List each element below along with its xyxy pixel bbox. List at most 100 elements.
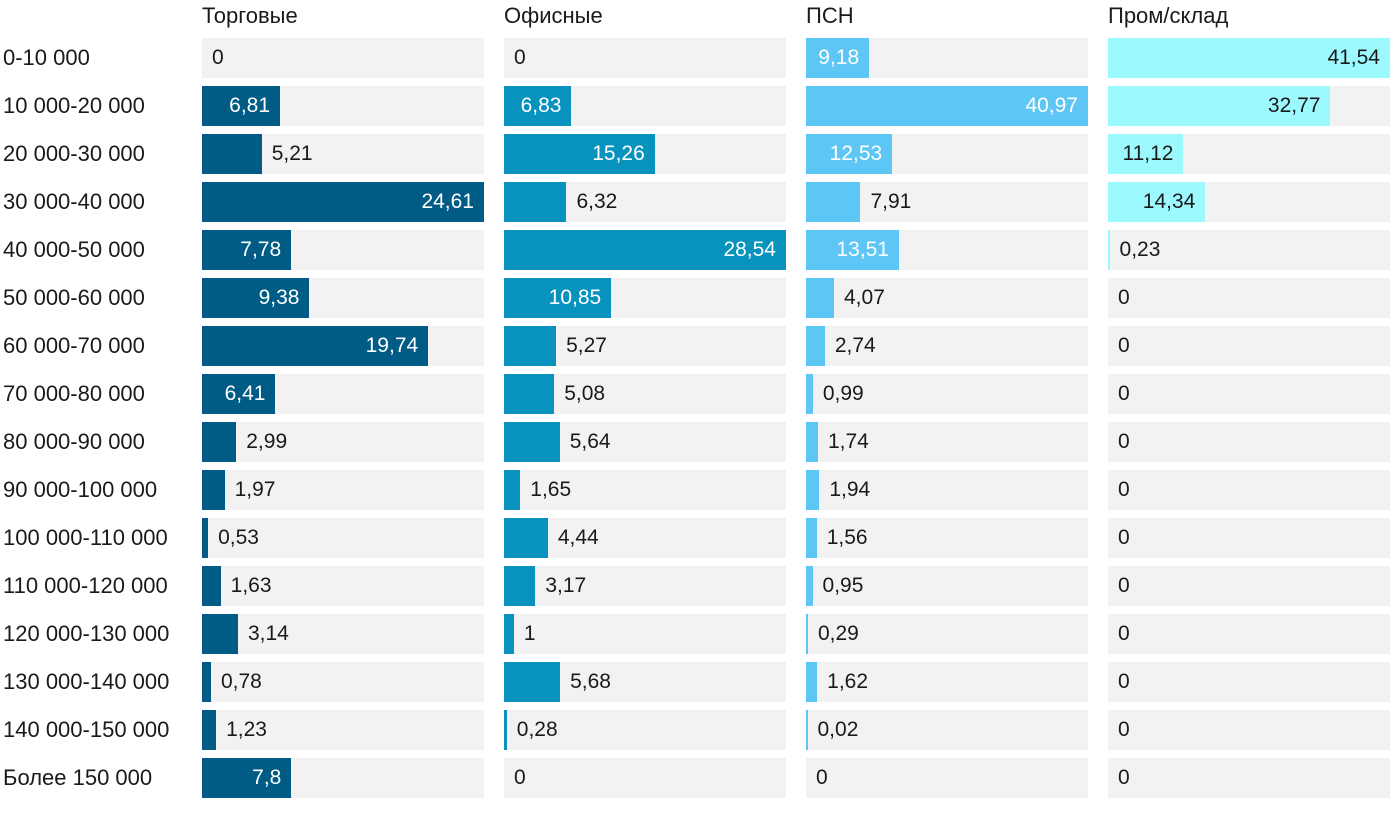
bar xyxy=(806,278,834,318)
data-label: 1,63 xyxy=(230,574,272,597)
data-label: 0 xyxy=(1118,622,1130,645)
data-label: 5,21 xyxy=(271,142,313,165)
data-label: 0 xyxy=(514,766,526,789)
data-label: 0 xyxy=(1118,718,1130,741)
bar-track xyxy=(1108,278,1390,318)
data-label: 0 xyxy=(1118,334,1130,357)
data-label: 1,97 xyxy=(234,478,276,501)
bar xyxy=(202,662,211,702)
bar-track xyxy=(504,566,786,606)
bar-track xyxy=(504,758,786,798)
category-label: 30 000-40 000 xyxy=(3,189,145,214)
bar xyxy=(504,326,557,366)
data-label: 4,44 xyxy=(557,526,599,549)
category-label: 80 000-90 000 xyxy=(3,429,145,454)
data-label: 0,02 xyxy=(817,718,859,741)
bar-track xyxy=(202,518,484,558)
category-label: 60 000-70 000 xyxy=(3,333,145,358)
data-label: 0,53 xyxy=(218,526,259,549)
series-title: Офисные xyxy=(504,3,603,28)
bar-track xyxy=(806,614,1088,654)
category-label: 40 000-50 000 xyxy=(3,237,145,262)
data-label: 0,29 xyxy=(817,622,859,645)
bar xyxy=(1108,38,1390,78)
bar xyxy=(504,662,561,702)
bar xyxy=(504,614,514,654)
series-title: Торговые xyxy=(202,3,298,28)
data-label: 1,94 xyxy=(829,478,871,501)
bar-track xyxy=(1108,374,1390,414)
data-label: 1,56 xyxy=(826,526,868,549)
bar xyxy=(806,518,817,558)
data-label: 1 xyxy=(523,622,536,645)
bar-track xyxy=(202,470,484,510)
bar xyxy=(202,566,221,606)
bar xyxy=(806,710,808,750)
bar-track xyxy=(1108,614,1390,654)
bar xyxy=(806,662,818,702)
category-label: 130 000-140 000 xyxy=(3,669,170,694)
bar xyxy=(806,374,813,414)
bar-track xyxy=(806,710,1088,750)
bar xyxy=(202,182,484,222)
bar xyxy=(806,470,820,510)
bar-track xyxy=(806,470,1088,510)
bar-track xyxy=(1108,470,1390,510)
bar-track xyxy=(806,518,1088,558)
bar-track xyxy=(1108,566,1390,606)
bar xyxy=(202,326,429,366)
bar xyxy=(504,470,521,510)
bar xyxy=(504,230,786,270)
bar xyxy=(504,134,655,174)
bar-track xyxy=(806,758,1088,798)
data-label: 0 xyxy=(1118,430,1130,453)
data-label: 0 xyxy=(816,766,828,789)
category-label: 10 000-20 000 xyxy=(3,93,145,118)
data-label: 0 xyxy=(212,46,224,69)
data-label: 41,54 xyxy=(1327,46,1380,69)
bar xyxy=(504,374,555,414)
bar-track xyxy=(806,374,1088,414)
bar xyxy=(202,278,310,318)
data-label: 13,51 xyxy=(836,238,889,261)
bar-track xyxy=(1108,230,1390,270)
category-label: Более 150 000 xyxy=(3,765,153,790)
data-label: 0 xyxy=(1118,478,1130,501)
bar-track xyxy=(806,662,1088,702)
bar xyxy=(202,86,281,126)
series-title: Пром/склад xyxy=(1108,3,1229,28)
data-label: 0,23 xyxy=(1119,238,1161,261)
bar xyxy=(1108,182,1206,222)
bar xyxy=(504,86,572,126)
bar xyxy=(806,614,808,654)
data-label: 0 xyxy=(1118,286,1130,309)
data-label: 0,28 xyxy=(516,718,558,741)
category-label: 140 000-150 000 xyxy=(3,717,170,742)
bar-track xyxy=(1108,758,1390,798)
bar xyxy=(202,518,209,558)
data-label: 5,27 xyxy=(566,334,607,357)
data-label: 5,08 xyxy=(564,382,606,405)
data-label: 4,07 xyxy=(844,286,885,309)
data-label: 3,14 xyxy=(247,622,289,645)
bar xyxy=(806,134,893,174)
data-label: 7,78 xyxy=(240,238,282,261)
data-label: 2,74 xyxy=(834,334,876,357)
category-label: 110 000-120 000 xyxy=(3,573,168,598)
bar xyxy=(504,518,548,558)
bar-track xyxy=(504,470,786,510)
bar-track xyxy=(202,566,484,606)
bar xyxy=(806,86,1088,126)
category-label: 50 000-60 000 xyxy=(3,285,145,310)
bar-track xyxy=(1108,518,1390,558)
bar xyxy=(806,182,861,222)
data-label: 2,99 xyxy=(246,430,288,453)
data-label: 0,95 xyxy=(822,574,864,597)
bar xyxy=(202,230,292,270)
category-label: 120 000-130 000 xyxy=(3,621,170,646)
bar xyxy=(504,566,536,606)
data-label: 32,77 xyxy=(1267,94,1321,117)
bar-track xyxy=(806,566,1088,606)
category-label: 20 000-30 000 xyxy=(3,141,145,166)
data-label: 0,99 xyxy=(822,382,864,405)
